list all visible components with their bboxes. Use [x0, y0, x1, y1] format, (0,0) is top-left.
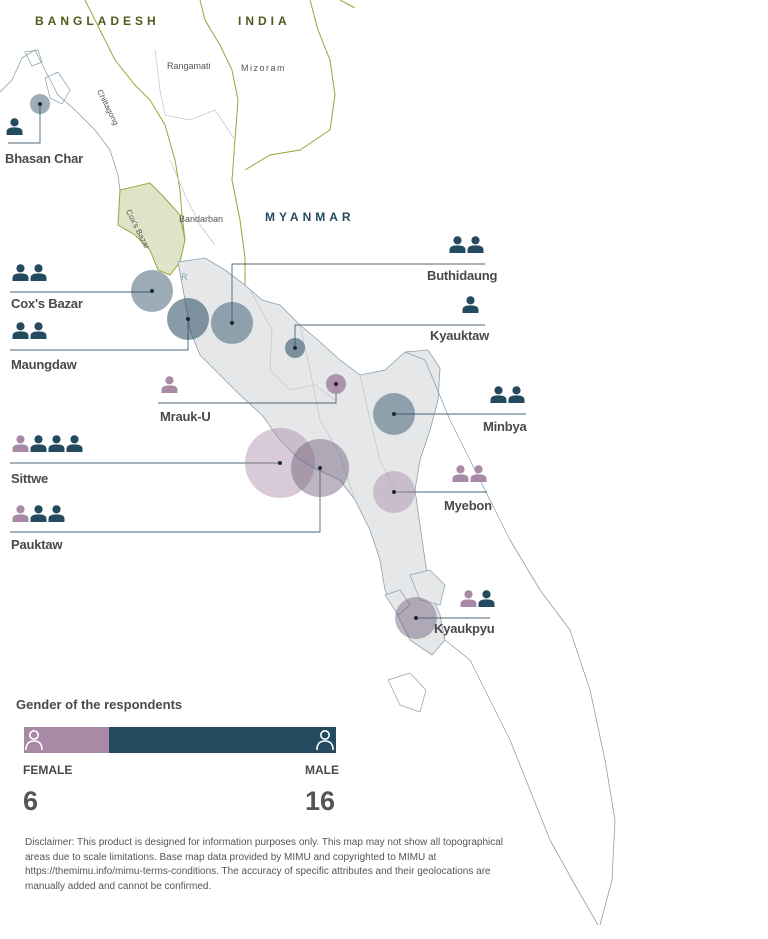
coxs-bazar-district: [117, 182, 186, 276]
site-icons-myebon: [452, 465, 487, 482]
site-name-pauktaw: Pauktaw: [11, 537, 63, 552]
country-label-myanmar: MYANMAR: [265, 210, 355, 224]
female-person-icon: [25, 730, 43, 751]
site-icons-kyauktaw: [462, 296, 479, 313]
male-count: 16: [305, 786, 336, 816]
island: [24, 49, 43, 67]
site-name-mrauk-u: Mrauk-U: [160, 409, 211, 424]
male-person-icon: [30, 322, 47, 339]
site-icons-pauktaw: [12, 505, 65, 522]
male-person-icon: [30, 505, 47, 522]
bangladesh-coast: [0, 49, 121, 191]
male-person-icon: [6, 118, 23, 135]
female-person-icon: [161, 376, 178, 393]
male-person-icon: [30, 264, 47, 281]
country-label-bangladesh: BANGLADESH: [35, 14, 160, 28]
male-person-icon: [48, 505, 65, 522]
male-person-icon: [12, 264, 29, 281]
female-label: FEMALE: [23, 763, 73, 777]
district-boundary: [249, 289, 336, 401]
district-boundary: [154, 49, 236, 141]
male-person-icon: [12, 322, 29, 339]
male-label: MALE: [305, 763, 339, 777]
district-boundary: [299, 324, 356, 501]
site-name-coxs-bazar: Cox's Bazar: [11, 296, 83, 311]
district-boundary: [359, 374, 396, 491]
male-person-icon: [66, 435, 83, 452]
male-person-icon: [462, 296, 479, 313]
site-icons-bhasan-char: [6, 118, 23, 135]
site-name-kyauktaw: Kyauktaw: [430, 328, 490, 343]
female-person-icon: [12, 505, 29, 522]
female-person-icon: [470, 465, 487, 482]
site-name-sittwe: Sittwe: [11, 471, 49, 486]
site-name-buthidaung: Buthidaung: [427, 268, 498, 283]
island: [44, 71, 71, 105]
male-person-icon: [478, 590, 495, 607]
region-label: Mizoram: [241, 63, 287, 73]
international-border: [244, 0, 336, 171]
site-name-myebon: Myebon: [444, 498, 492, 513]
site-icons-sittwe: [12, 435, 83, 452]
island: [387, 672, 427, 713]
site-name-minbya: Minbya: [483, 419, 527, 434]
gender-bar-female: [24, 727, 110, 753]
male-person-icon: [449, 236, 466, 253]
disclaimer-text: Disclaimer: This product is designed for…: [25, 837, 504, 892]
male-person-icon: [467, 236, 484, 253]
myanmar-coast: [404, 351, 616, 926]
district-boundary: [169, 159, 216, 246]
site-icons-buthidaung: [449, 236, 484, 253]
island: [409, 569, 446, 606]
male-person-icon: [508, 386, 525, 403]
female-count: 6: [23, 786, 39, 816]
legend-title: Gender of the respondents: [16, 697, 183, 712]
international-border: [339, 0, 356, 9]
site-icons-maungdaw: [12, 322, 47, 339]
international-border: [199, 0, 246, 285]
site-icons-coxs-bazar: [12, 264, 47, 281]
coast-south: [444, 639, 599, 926]
site-name-maungdaw: Maungdaw: [11, 357, 77, 372]
region-label: Bandarban: [179, 214, 224, 224]
bubble-centers: [38, 102, 418, 620]
country-label-india: INDIA: [238, 14, 291, 28]
male-person-icon: [48, 435, 65, 452]
international-border: [84, 0, 186, 241]
region-label: Rangamati: [167, 61, 211, 71]
gender-bar: [24, 727, 336, 753]
site-name-bhasan-char: Bhasan Char: [5, 151, 83, 166]
gender-bar-male: [109, 727, 336, 753]
male-person-icon: [30, 435, 47, 452]
male-person-icon: [490, 386, 507, 403]
island: [384, 589, 411, 616]
site-icons-minbya: [490, 386, 525, 403]
female-person-icon: [460, 590, 477, 607]
site-icons-kyaukpyu: [460, 590, 495, 607]
female-person-icon: [12, 435, 29, 452]
male-person-icon: [316, 730, 334, 751]
region-label: R: [181, 272, 188, 282]
site-name-kyaukpyu: Kyaukpyu: [434, 621, 495, 636]
female-person-icon: [452, 465, 469, 482]
site-icons-mrauk-u: [161, 376, 178, 393]
